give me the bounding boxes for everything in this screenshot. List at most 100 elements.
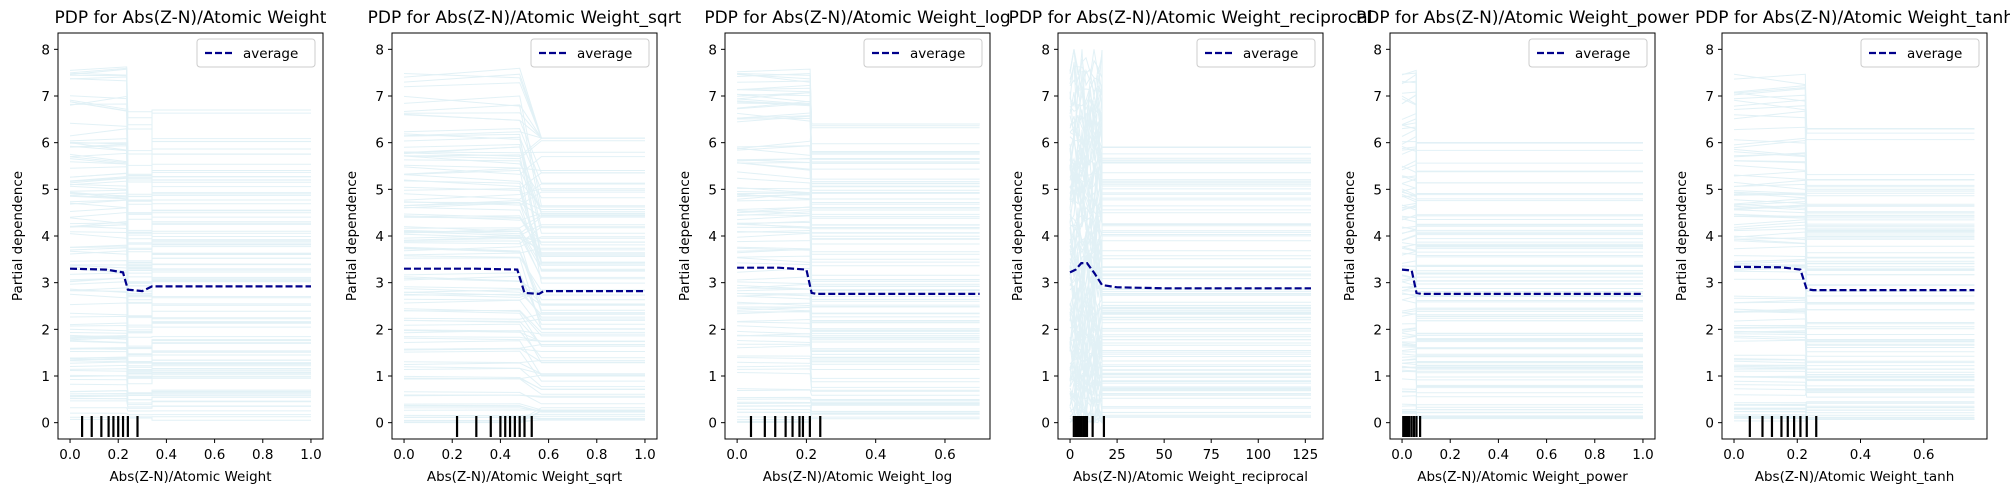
- ice-line: [403, 159, 645, 214]
- ice-line: [1069, 77, 1311, 148]
- ice-line: [1401, 204, 1643, 246]
- ice-line: [404, 407, 645, 412]
- ice-line: [1069, 229, 1311, 312]
- ice-line: [404, 410, 645, 422]
- ice-line: [1734, 407, 1975, 414]
- ice-line: [1401, 313, 1643, 357]
- ice-line: [1733, 192, 1975, 271]
- ice-line: [737, 87, 980, 226]
- ice-line: [1069, 115, 1311, 154]
- ice-line: [1733, 160, 1975, 180]
- x-axis-label: Abs(Z-N)/Atomic Weight_log: [763, 469, 952, 485]
- ice-line: [69, 279, 311, 296]
- x-axis: 0.0 0.2 0.4 0.6: [726, 439, 956, 463]
- ice-line: [1069, 345, 1311, 409]
- ice-line: [403, 228, 645, 266]
- ice-line: [69, 322, 311, 328]
- ice-line: [737, 229, 980, 263]
- ice-line: [1401, 195, 1643, 253]
- ice-line: [69, 158, 311, 270]
- ice-line: [737, 194, 980, 292]
- ice-line: [1401, 308, 1643, 316]
- ice-line: [403, 172, 645, 191]
- ice-line: [403, 73, 645, 139]
- rug: [455, 416, 533, 437]
- ice-line: [737, 145, 980, 188]
- ice-line: [1401, 353, 1643, 362]
- ice-line: [1733, 409, 1975, 412]
- ice-line: [403, 377, 645, 395]
- ice-line: [69, 193, 311, 250]
- ice-line: [737, 206, 980, 226]
- y-axis: 0 1 2 3 4 5 6 7 8: [375, 42, 392, 432]
- ice-line: [403, 246, 645, 301]
- ice-line: [737, 249, 980, 291]
- ice-line: [403, 336, 645, 342]
- ice-line: [737, 405, 980, 412]
- ice-line: [737, 400, 980, 404]
- ice-line: [69, 192, 311, 212]
- ice-line: [1401, 140, 1643, 217]
- ice-line: [69, 257, 311, 272]
- ice-line: [737, 222, 980, 294]
- ice-line: [1401, 218, 1643, 234]
- ice-line: [737, 401, 980, 404]
- ice-line: [69, 392, 311, 401]
- ice-line: [69, 78, 311, 166]
- ice-line: [1733, 228, 1975, 311]
- ice-line: [737, 80, 980, 209]
- ice-line: [1401, 194, 1643, 226]
- ice-line: [1069, 355, 1311, 377]
- ice-line: [1733, 88, 1975, 219]
- ice-line: [1401, 93, 1643, 144]
- ice-line: [1401, 175, 1643, 200]
- legend-box: [196, 38, 316, 68]
- ice-line: [1401, 214, 1643, 309]
- ice-line: [1069, 243, 1311, 322]
- y-axis: 0 1 2 3 4 5 6 7 8: [708, 42, 725, 432]
- ice-line: [69, 394, 311, 400]
- ice-line: [1069, 95, 1311, 190]
- ice-line: [737, 262, 980, 315]
- x-tick-label: 0.6: [204, 447, 225, 463]
- ice-line: [69, 217, 311, 245]
- ice-lines: [1069, 49, 1311, 424]
- ice-line: [403, 155, 645, 199]
- x-tick-label: 0.4: [156, 447, 177, 463]
- ice-line: [1069, 352, 1311, 413]
- ice-line: [1069, 370, 1311, 406]
- ice-line: [737, 115, 980, 153]
- ice-line: [1069, 355, 1311, 393]
- y-tick-label: 3: [375, 276, 384, 292]
- ice-line: [69, 375, 311, 401]
- x-axis-label: Abs(Z-N)/Atomic Weight_reciprocal: [1073, 469, 1308, 485]
- ice-line: [69, 101, 311, 155]
- ice-line: [69, 334, 311, 355]
- ice-line: [69, 153, 311, 176]
- x-tick-label: 0.6: [1536, 447, 1557, 463]
- ice-line: [1733, 310, 1975, 362]
- y-tick-label: 1: [41, 369, 50, 385]
- y-tick-label: 7: [1705, 89, 1714, 105]
- ice-line: [1733, 73, 1975, 134]
- ice-line: [1733, 339, 1975, 377]
- ice-line: [1733, 99, 1975, 236]
- ice-line: [1401, 290, 1643, 312]
- ice-line: [1733, 238, 1975, 245]
- average-line: [1069, 262, 1311, 290]
- ice-line: [69, 142, 311, 262]
- ice-line: [737, 231, 980, 297]
- ice-lines: [69, 66, 311, 421]
- ice-line: [1069, 185, 1311, 258]
- ice-line: [403, 367, 645, 375]
- ice-line: [69, 397, 311, 409]
- ice-line: [1069, 207, 1311, 306]
- ice-line: [1069, 358, 1311, 410]
- y-tick-label: 7: [375, 89, 384, 105]
- ice-line: [70, 416, 311, 418]
- ice-line: [69, 231, 311, 294]
- x-tick-label: 0.8: [1584, 447, 1605, 463]
- ice-line: [1069, 358, 1311, 393]
- ice-line: [1733, 174, 1975, 258]
